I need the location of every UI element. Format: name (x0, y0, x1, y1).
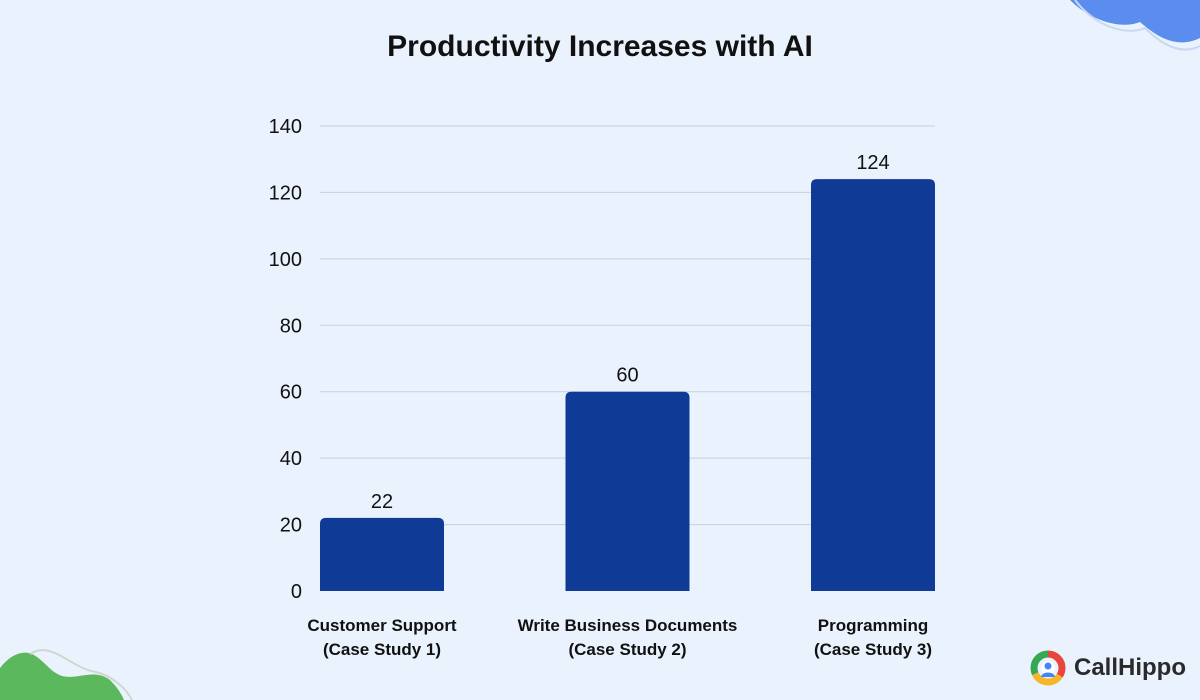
y-tick-label: 0 (291, 581, 302, 603)
y-tick-label: 120 (269, 182, 302, 204)
bottom-left-decoration-outline (29, 649, 133, 700)
bar (565, 391, 690, 591)
x-category-label: (Case Study 1) (323, 640, 441, 659)
chart-title: Productivity Increases with AI (387, 30, 813, 63)
y-tick-label: 60 (280, 382, 302, 404)
bottom-left-decoration (0, 652, 124, 700)
y-tick-label: 100 (269, 249, 302, 271)
x-category-label: Customer Support (307, 616, 457, 635)
bar-value-label: 60 (616, 365, 638, 387)
y-tick-label: 20 (280, 515, 302, 537)
x-category-label: Programming (818, 616, 929, 635)
callhippo-logo-icon (1030, 650, 1066, 686)
bar (811, 179, 935, 591)
top-right-decoration-outline (1074, 0, 1200, 51)
x-category-label: Write Business Documents (518, 616, 738, 635)
bar (320, 517, 444, 591)
x-category-label: (Case Study 2) (568, 640, 686, 659)
y-tick-label: 80 (280, 315, 302, 337)
y-tick-label: 40 (280, 448, 302, 470)
bar-value-label: 124 (856, 152, 889, 174)
x-category-label: (Case Study 3) (814, 640, 932, 659)
brand-name: CallHippo (1074, 654, 1186, 681)
top-right-decoration (1070, 0, 1200, 43)
bar-value-label: 22 (371, 491, 393, 513)
brand-logo: CallHippo (1030, 650, 1186, 686)
y-tick-label: 140 (269, 116, 302, 138)
